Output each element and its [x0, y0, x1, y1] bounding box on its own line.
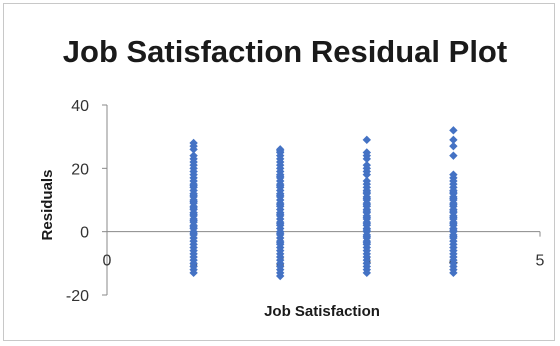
data-point [449, 135, 458, 145]
data-point [362, 135, 371, 145]
data-point [449, 194, 458, 203]
data-point [276, 191, 285, 200]
data-point [362, 151, 371, 160]
x-ticks: 012345 [103, 231, 545, 270]
data-point [362, 219, 371, 228]
data-point [276, 181, 285, 190]
data-point [189, 164, 198, 173]
x-tick-label: 0 [103, 253, 112, 270]
data-point [449, 268, 458, 278]
data-point [449, 206, 458, 216]
data-point [189, 197, 198, 206]
data-point [362, 160, 371, 170]
data-point [449, 219, 458, 228]
y-tick-label: 40 [71, 98, 89, 115]
data-point [276, 164, 285, 173]
data-points [189, 126, 458, 281]
data-point [449, 232, 458, 241]
data-point [276, 154, 285, 164]
data-point [276, 172, 285, 181]
data-point [362, 213, 371, 222]
data-point [449, 213, 458, 222]
data-point [362, 206, 371, 216]
chart-title: Job Satisfaction Residual Plot [62, 34, 508, 69]
data-point [276, 229, 285, 238]
data-point [449, 141, 458, 151]
data-point [189, 181, 198, 190]
data-point [362, 194, 371, 203]
data-point [276, 238, 285, 247]
data-point [362, 232, 371, 241]
x-tick-label: 5 [536, 253, 545, 270]
y-tick-label: 0 [80, 225, 89, 242]
data-point [449, 200, 458, 209]
x-axis-label: Job Satisfaction [264, 303, 380, 320]
data-point [362, 200, 371, 209]
data-point [189, 170, 198, 179]
data-point [276, 271, 285, 281]
data-point [449, 187, 458, 197]
data-point [189, 141, 198, 151]
data-point [276, 219, 285, 228]
data-point [189, 222, 198, 232]
data-point [362, 268, 371, 278]
axes [106, 105, 540, 295]
data-point [276, 200, 285, 209]
data-point [189, 191, 198, 200]
data-point [189, 210, 198, 219]
data-point [189, 176, 198, 186]
data-point [449, 151, 458, 160]
data-point [449, 176, 458, 186]
y-axis-label: Residuals [39, 170, 56, 241]
y-ticks: 40 20 0 -20 [66, 98, 107, 305]
data-point [189, 229, 198, 238]
data-point [362, 238, 371, 247]
data-point [362, 167, 371, 176]
data-point [362, 176, 371, 186]
data-point [276, 146, 285, 156]
data-point [189, 203, 198, 213]
data-point [189, 157, 198, 167]
data-point [362, 225, 371, 235]
data-point [276, 210, 285, 219]
data-point [449, 126, 458, 135]
data-point [189, 151, 198, 160]
data-point [189, 268, 198, 278]
data-point [449, 225, 458, 235]
y-tick-label: 20 [71, 161, 89, 178]
data-point [189, 216, 198, 225]
y-tick-label: -20 [66, 288, 89, 305]
data-point [362, 187, 371, 197]
